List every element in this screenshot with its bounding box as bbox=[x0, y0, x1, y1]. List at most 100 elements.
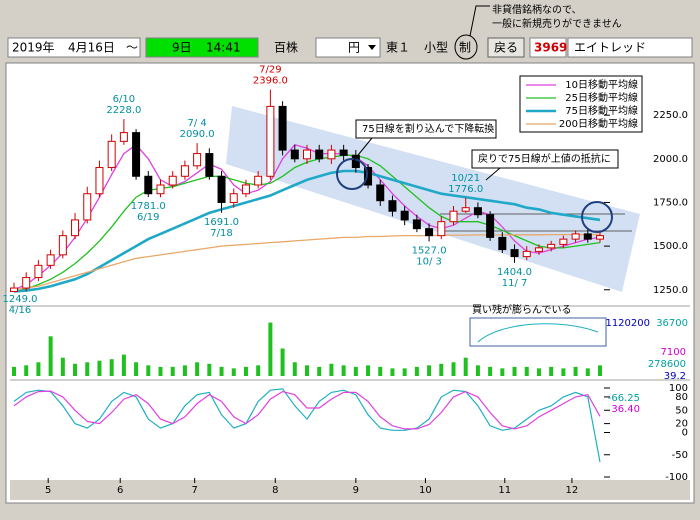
candle-body bbox=[388, 200, 397, 212]
highlight-circle bbox=[454, 34, 478, 60]
candle-body bbox=[46, 254, 55, 266]
tilde: ～ bbox=[126, 41, 138, 55]
x-tick-label: 8 bbox=[272, 485, 278, 496]
volume-bar bbox=[463, 357, 468, 376]
price-label-date: 7/29 bbox=[259, 65, 281, 76]
y-tick-label: 2250.0 bbox=[653, 110, 688, 121]
annotation: 戻りで75日線が上値の抵抗に bbox=[478, 152, 611, 165]
volume-bar bbox=[85, 362, 90, 376]
candle-body bbox=[144, 175, 153, 195]
volume-bar bbox=[500, 368, 505, 376]
price-label-date: 6/19 bbox=[137, 212, 159, 223]
candle-body bbox=[583, 233, 592, 240]
currency: 円 bbox=[348, 41, 360, 55]
volume-bar bbox=[97, 360, 102, 376]
volume-bar bbox=[60, 357, 65, 376]
callout-line: 非貸借銘柄なので、 bbox=[492, 3, 582, 16]
candle-body bbox=[449, 210, 458, 223]
currency-box[interactable] bbox=[315, 37, 381, 58]
volume-bar bbox=[427, 365, 432, 376]
market: 東１ bbox=[386, 41, 410, 55]
candle-body bbox=[205, 153, 214, 177]
price-label-date: 4/16 bbox=[9, 305, 31, 316]
volume-bar bbox=[280, 348, 285, 376]
volume-bar bbox=[219, 366, 224, 376]
candle-body bbox=[498, 236, 507, 251]
volume-bar bbox=[402, 368, 407, 376]
candle-body bbox=[107, 140, 116, 169]
volume-bar bbox=[158, 366, 163, 376]
volume-bar bbox=[585, 368, 590, 376]
callout-pointer bbox=[469, 5, 490, 37]
y-tick-label: 1750.0 bbox=[653, 197, 688, 208]
candle-body bbox=[34, 264, 43, 279]
candle-body bbox=[168, 175, 177, 186]
volume-bar bbox=[353, 366, 358, 376]
volume-bar bbox=[414, 366, 419, 376]
osc-tick-label: -100 bbox=[665, 472, 688, 483]
candle-body bbox=[461, 207, 470, 212]
volume-bar bbox=[488, 366, 493, 376]
volume-bar bbox=[195, 362, 200, 376]
volume-bar bbox=[48, 336, 53, 376]
volume-bar bbox=[134, 362, 139, 376]
price-label-value: 2090.0 bbox=[180, 129, 215, 140]
volume-bar bbox=[305, 365, 309, 376]
price-label-value: 1249.0 bbox=[3, 294, 38, 305]
candle-body bbox=[510, 249, 519, 258]
x-tick-label: 7 bbox=[191, 485, 197, 496]
price-label-value: 1776.0 bbox=[448, 184, 483, 195]
candle-body bbox=[266, 105, 275, 177]
volume-bar bbox=[73, 363, 78, 376]
candle-body bbox=[364, 167, 373, 186]
candle-body bbox=[229, 193, 238, 203]
dropdown-arrow bbox=[368, 45, 376, 50]
candle-body bbox=[559, 238, 568, 245]
candle-body bbox=[22, 277, 31, 289]
x-axis-band bbox=[10, 480, 690, 500]
code-box bbox=[529, 37, 567, 58]
back-label: 戻る bbox=[494, 41, 518, 55]
candle-body bbox=[473, 207, 482, 216]
time: 14:41 bbox=[206, 41, 241, 55]
moving-average bbox=[13, 169, 601, 293]
stock-code: 3969 bbox=[534, 41, 567, 55]
candle-body bbox=[156, 184, 165, 195]
date: 4月16日 bbox=[68, 41, 115, 55]
volume-bar bbox=[12, 366, 16, 376]
date-box bbox=[7, 37, 141, 58]
candle-body bbox=[10, 287, 18, 293]
candle-body bbox=[132, 132, 141, 177]
candle-body bbox=[339, 149, 348, 156]
back-button[interactable] bbox=[487, 37, 525, 58]
days: 9日 bbox=[172, 41, 192, 55]
osc-tick-label: 100 bbox=[669, 383, 688, 394]
candle-body bbox=[547, 243, 556, 249]
unit: 百株 bbox=[274, 40, 298, 55]
name-box bbox=[567, 37, 693, 58]
legend-label: 75日移動平均線 bbox=[565, 104, 638, 117]
candle-body bbox=[596, 235, 604, 240]
volume-bar bbox=[170, 366, 175, 376]
annotation-pointer bbox=[353, 137, 373, 161]
y-tick-label: 1500.0 bbox=[653, 241, 688, 252]
highlight-circle bbox=[336, 158, 368, 190]
osc-tick-label: 0 bbox=[682, 428, 688, 439]
osc-tick-label: -50 bbox=[672, 450, 688, 461]
candle-body bbox=[486, 214, 495, 238]
oscillator-line bbox=[13, 390, 601, 430]
volume-bar bbox=[146, 365, 151, 376]
price-label-value: 2396.0 bbox=[253, 76, 288, 87]
volume-bar bbox=[317, 366, 322, 376]
x-tick-label: 6 bbox=[117, 485, 123, 496]
price-label-date: 10/21 bbox=[451, 173, 480, 184]
candle-body bbox=[278, 105, 287, 151]
volume-bar bbox=[524, 366, 529, 376]
y-tick-label: 2000.0 bbox=[653, 154, 688, 165]
annotation-box bbox=[469, 317, 607, 347]
annotation-box bbox=[355, 119, 497, 139]
annotation-box bbox=[471, 149, 619, 169]
volume-bar bbox=[512, 366, 517, 376]
volume-readout: 278600 bbox=[648, 359, 686, 370]
candle-body bbox=[217, 175, 226, 203]
